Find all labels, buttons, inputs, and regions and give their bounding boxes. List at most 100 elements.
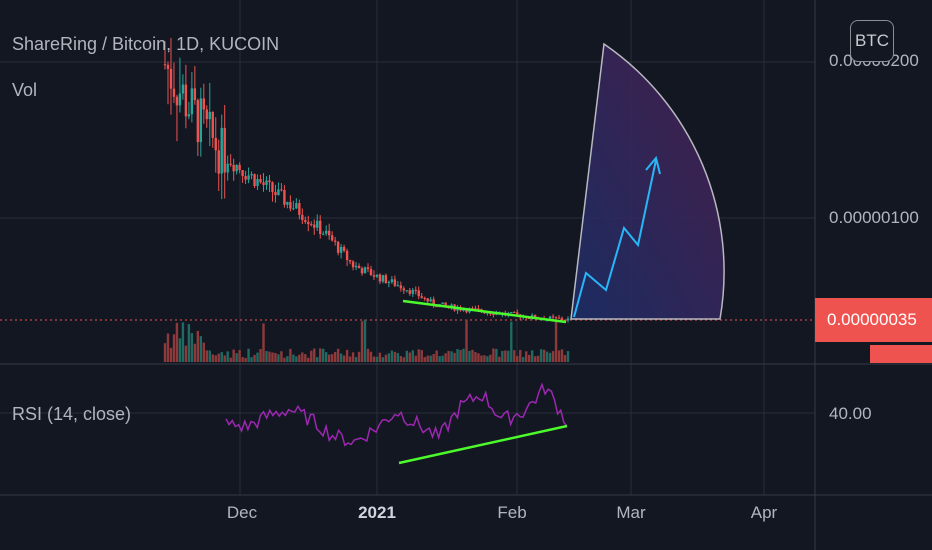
volume-bar <box>435 350 438 362</box>
volume-bar <box>202 342 206 362</box>
candle-body <box>513 311 516 313</box>
volume-bar <box>536 355 540 362</box>
volume-bar <box>480 355 483 362</box>
candle-body <box>292 208 295 210</box>
volume-bar <box>557 350 561 362</box>
candle-body <box>554 317 558 319</box>
time-tick-feb: Feb <box>497 503 527 522</box>
volume-bar <box>372 356 376 362</box>
candle-body <box>187 114 191 117</box>
volume-bar <box>277 354 280 362</box>
candle-body <box>235 164 238 172</box>
symbol-title[interactable]: ShareRing / Bitcoin, 1D, KUCOIN <box>12 34 280 54</box>
volume-bar <box>238 350 241 362</box>
candle-body <box>533 314 537 319</box>
volume-bar <box>375 356 379 362</box>
price-trendline <box>402 299 567 324</box>
volume-bar <box>447 350 450 362</box>
volume-bar <box>441 355 444 362</box>
volume-bar <box>495 348 498 362</box>
volume-bar <box>229 357 232 362</box>
volume-bar <box>498 356 501 362</box>
volume-bar <box>205 350 208 362</box>
volume-bar <box>169 347 173 362</box>
volume-bar <box>301 352 304 362</box>
volume-bar <box>175 322 179 362</box>
volume-bar <box>268 351 271 362</box>
candle-body <box>277 189 280 196</box>
candle-body <box>477 308 480 310</box>
volume-bar <box>196 330 200 362</box>
volume-bar <box>477 353 480 362</box>
candle-body <box>190 88 194 115</box>
volume-bar <box>414 355 417 362</box>
candle-body <box>420 296 423 298</box>
volume-bar <box>516 355 519 362</box>
candle-body <box>319 220 322 235</box>
volume-bar <box>357 351 361 362</box>
candle-body <box>393 279 397 286</box>
candle-body <box>357 265 361 269</box>
candle-body <box>181 84 185 94</box>
volume-bar <box>545 351 549 362</box>
candle-body <box>316 220 319 228</box>
volume-bar <box>354 357 358 362</box>
candle-body <box>516 312 519 315</box>
rsi-line <box>225 382 568 447</box>
volume-bar <box>241 357 244 362</box>
volume-bar <box>283 357 286 362</box>
candle-body <box>301 214 304 221</box>
volume-value-tag <box>870 345 932 363</box>
rsi-legend[interactable]: RSI (14, close) <box>12 404 132 424</box>
volume-bar <box>396 353 400 362</box>
volume-bar <box>542 349 546 362</box>
volume-bar <box>554 321 558 362</box>
volume-bar <box>339 353 343 362</box>
volume-bar <box>172 334 176 362</box>
candle-body <box>444 302 447 306</box>
candle-body <box>184 84 188 117</box>
candle-body <box>432 299 435 306</box>
rsi-tick-40: 40.00 <box>829 404 872 423</box>
volume-bar <box>539 349 543 362</box>
candle-body <box>345 250 349 261</box>
candle-body <box>280 189 283 191</box>
volume-legend[interactable]: Vol <box>12 80 38 100</box>
volume-bar <box>432 354 435 362</box>
candle-body <box>390 279 394 283</box>
volume-bar <box>387 353 391 362</box>
candle-body <box>354 265 358 268</box>
projection-arrowhead <box>645 155 661 175</box>
candle-body <box>339 246 343 253</box>
volume-bar <box>399 355 403 362</box>
volume-bar <box>411 350 414 362</box>
candle-body <box>214 137 217 151</box>
currency-badge[interactable]: BTC <box>850 20 894 62</box>
candle-body <box>396 285 400 287</box>
volume-bar <box>444 353 447 362</box>
candle-body <box>366 267 370 270</box>
volume-bar <box>304 354 307 362</box>
candle-body <box>342 246 346 251</box>
candle-body <box>172 88 176 97</box>
time-tick-dec: Dec <box>226 503 258 522</box>
last-price-tag: 0.00000035 <box>815 298 932 342</box>
volume-bar <box>563 355 567 362</box>
volume-bar <box>456 349 459 362</box>
candle-body <box>298 203 301 215</box>
volume-bar <box>322 348 325 362</box>
volume-bar <box>187 324 191 362</box>
volume-bar <box>423 357 426 362</box>
volume-bar <box>390 350 394 362</box>
candle-body <box>307 221 310 225</box>
volume-bar <box>384 354 388 362</box>
candle-body <box>226 163 229 173</box>
candle-body <box>163 64 167 66</box>
candle-body <box>474 308 477 310</box>
volume-bar <box>462 348 465 362</box>
projection-arrow <box>573 159 657 318</box>
candle-body <box>330 235 334 241</box>
volume-bar <box>327 354 331 362</box>
volume-bar <box>295 356 298 362</box>
